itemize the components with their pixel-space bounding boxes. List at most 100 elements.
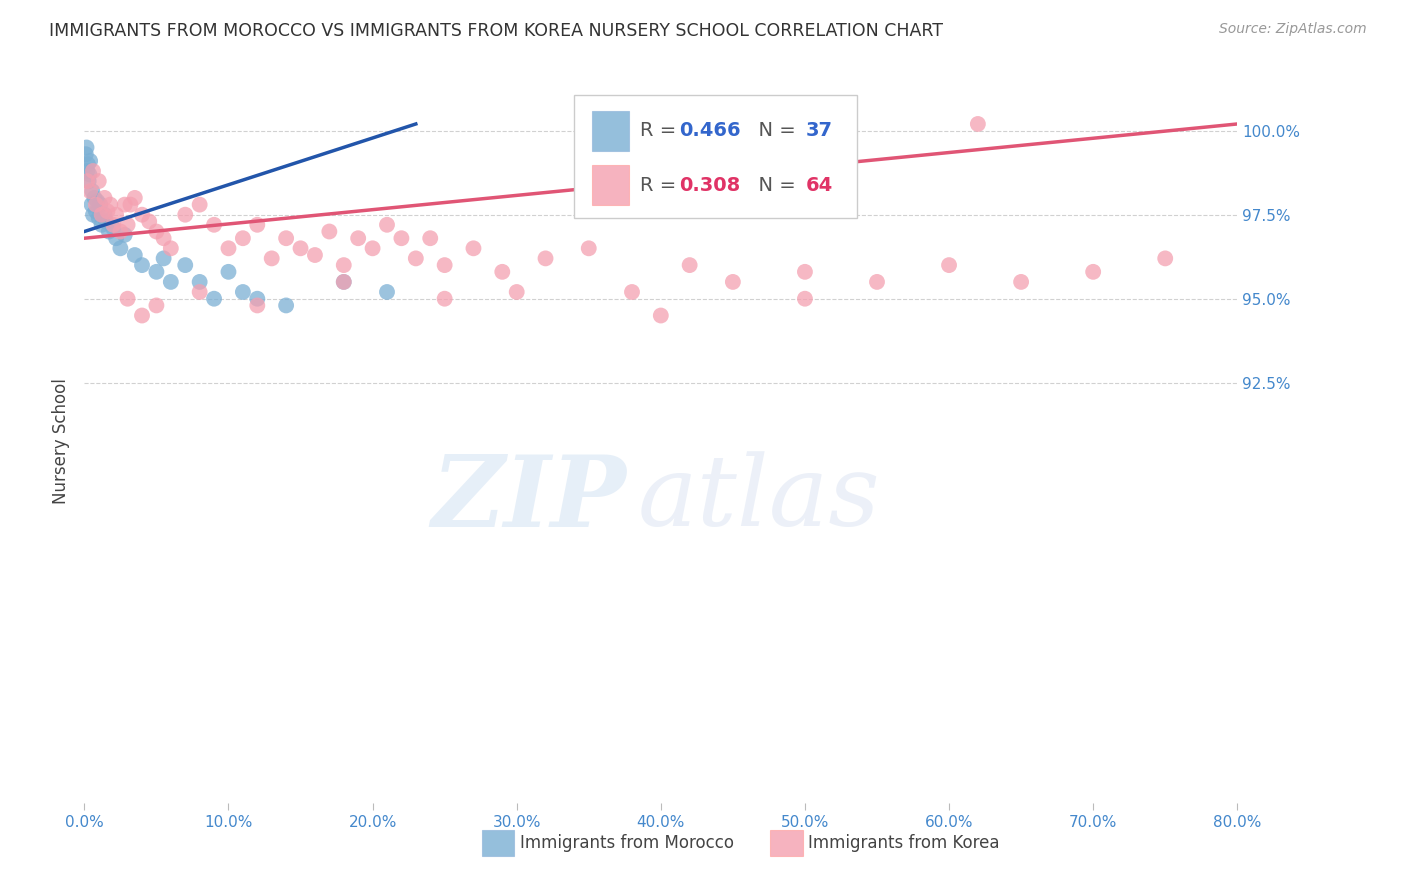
Text: Source: ZipAtlas.com: Source: ZipAtlas.com <box>1219 22 1367 37</box>
Point <box>246 298 269 312</box>
Point <box>290 241 312 255</box>
Point <box>124 191 146 205</box>
Point <box>93 191 115 205</box>
Point <box>160 241 183 255</box>
Text: N =: N = <box>747 176 803 194</box>
Bar <box>592 111 628 151</box>
Point <box>160 275 183 289</box>
Point <box>433 292 456 306</box>
Point <box>578 241 600 255</box>
Point <box>794 292 817 306</box>
Point <box>114 197 136 211</box>
Point <box>145 225 167 239</box>
Point <box>391 231 413 245</box>
Point <box>866 275 889 289</box>
Point <box>76 140 98 154</box>
Point <box>260 252 283 266</box>
Text: ZIP: ZIP <box>432 451 626 548</box>
Point <box>188 197 211 211</box>
Text: 64: 64 <box>806 176 834 194</box>
Text: IMMIGRANTS FROM MOROCCO VS IMMIGRANTS FROM KOREA NURSERY SCHOOL CORRELATION CHAR: IMMIGRANTS FROM MOROCCO VS IMMIGRANTS FR… <box>49 22 943 40</box>
Point <box>117 218 139 232</box>
Text: 0.308: 0.308 <box>679 176 741 194</box>
Point <box>103 218 124 232</box>
Point <box>138 214 160 228</box>
Text: atlas: atlas <box>638 451 880 547</box>
FancyBboxPatch shape <box>575 95 856 218</box>
Bar <box>770 830 803 855</box>
Point <box>94 214 117 228</box>
Point <box>463 241 485 255</box>
Point <box>1083 265 1105 279</box>
Point <box>333 275 356 289</box>
Point <box>105 208 128 222</box>
Point <box>232 285 254 299</box>
Point <box>419 231 441 245</box>
Text: N =: N = <box>747 121 803 140</box>
Point <box>80 197 103 211</box>
Point <box>86 194 108 209</box>
Point <box>83 191 105 205</box>
Point <box>124 248 146 262</box>
Point <box>77 157 100 171</box>
Text: R =: R = <box>640 121 682 140</box>
Point <box>174 208 197 222</box>
Point <box>218 265 240 279</box>
Point <box>152 252 174 266</box>
Point <box>103 221 124 235</box>
Point <box>82 184 104 198</box>
Point <box>938 258 960 272</box>
Y-axis label: Nursery School: Nursery School <box>52 378 70 505</box>
Point <box>506 285 529 299</box>
Point <box>621 285 644 299</box>
Point <box>131 208 153 222</box>
Bar <box>592 165 628 205</box>
Point <box>76 164 98 178</box>
Point <box>218 241 240 255</box>
Point <box>98 197 121 211</box>
Point <box>794 265 817 279</box>
Point <box>82 164 104 178</box>
Point <box>145 298 167 312</box>
Point <box>333 258 356 272</box>
Point <box>131 309 153 323</box>
Point <box>304 248 326 262</box>
Point <box>152 231 174 245</box>
Point <box>246 292 269 306</box>
Point <box>333 275 356 289</box>
Point <box>105 231 128 245</box>
Point <box>188 285 211 299</box>
Point <box>90 218 112 232</box>
Point <box>117 292 139 306</box>
Point <box>1154 252 1177 266</box>
Bar <box>482 830 515 855</box>
Point <box>174 258 197 272</box>
Point <box>97 225 120 239</box>
Point <box>246 218 269 232</box>
Point <box>87 211 110 225</box>
Point <box>202 292 225 306</box>
Point <box>87 174 110 188</box>
Point <box>110 225 132 239</box>
Point <box>75 147 97 161</box>
Point <box>84 204 107 219</box>
Point <box>110 241 132 255</box>
Point <box>90 208 112 222</box>
Point <box>82 208 104 222</box>
Point <box>650 309 672 323</box>
Point <box>89 197 111 211</box>
Point <box>967 117 990 131</box>
Point <box>276 298 298 312</box>
Point <box>96 204 118 219</box>
Point <box>79 167 101 181</box>
Text: 37: 37 <box>806 121 834 140</box>
Point <box>76 174 98 188</box>
Point <box>347 231 370 245</box>
Point <box>114 227 136 242</box>
Point <box>1010 275 1032 289</box>
Point <box>491 265 513 279</box>
Text: Immigrants from Korea: Immigrants from Korea <box>808 833 1000 852</box>
Point <box>202 218 225 232</box>
Point <box>131 258 153 272</box>
Point <box>534 252 557 266</box>
